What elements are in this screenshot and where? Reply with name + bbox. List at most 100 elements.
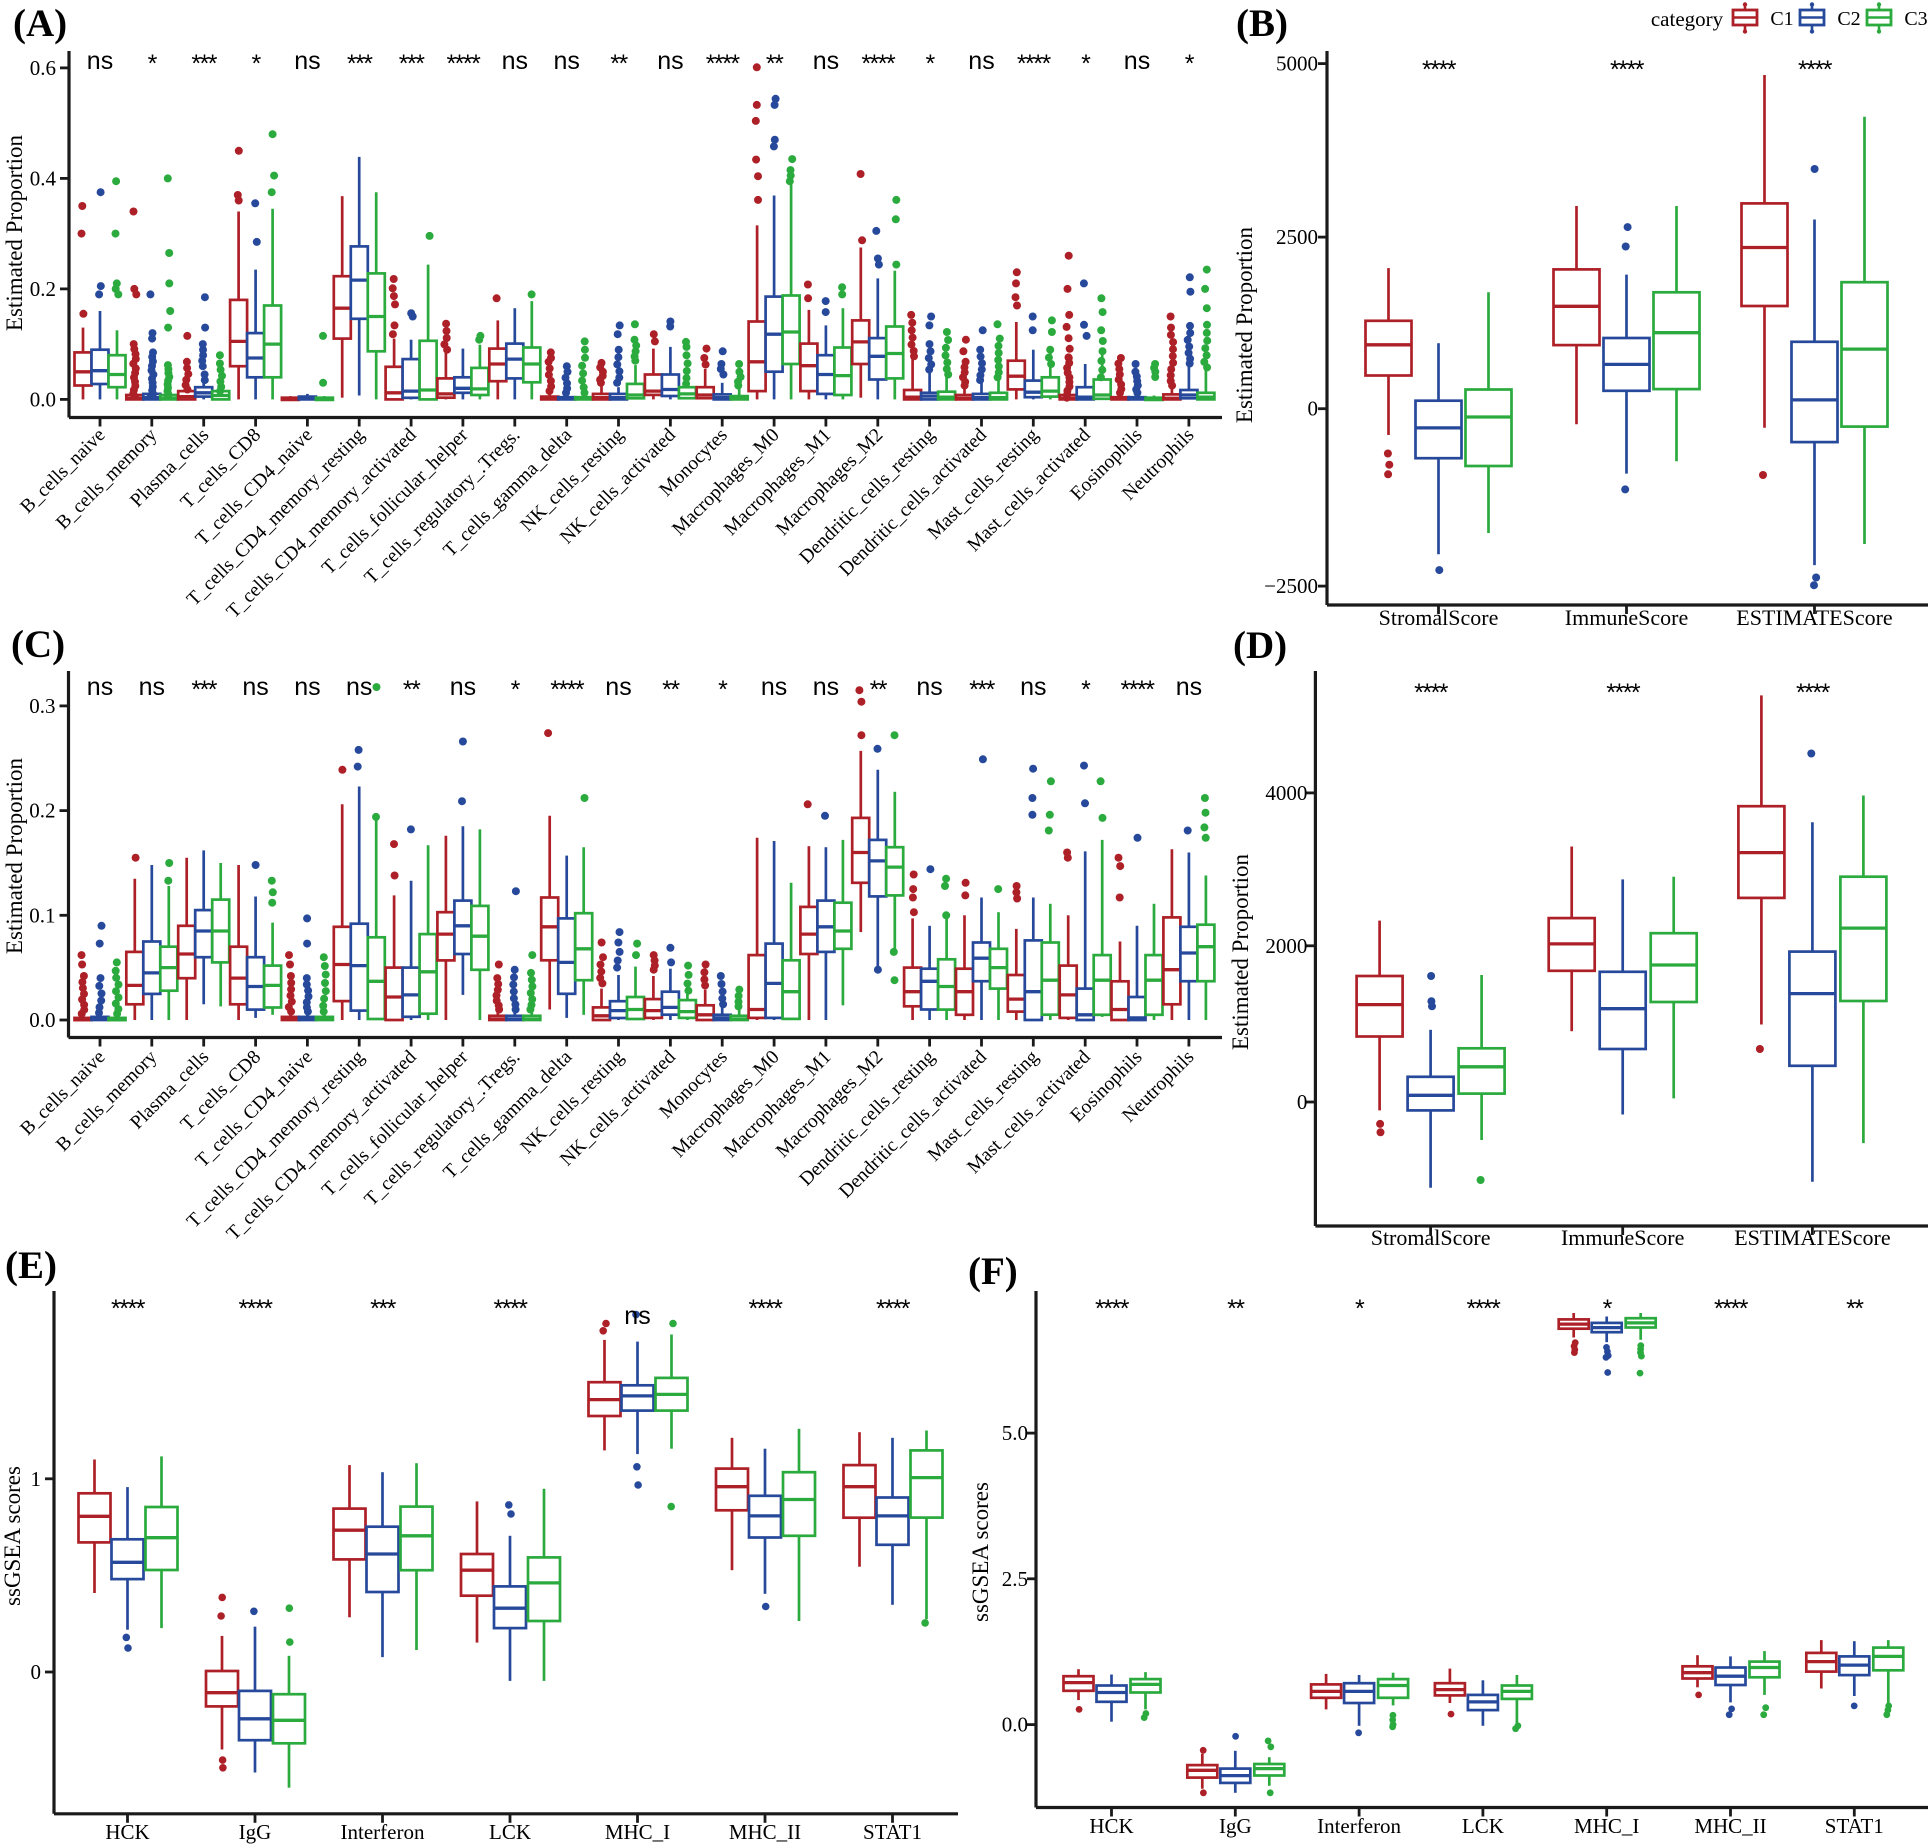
svg-text:0.1: 0.1 <box>29 903 55 927</box>
svg-text:StromalScore: StromalScore <box>1371 1225 1491 1250</box>
svg-text:(A): (A) <box>13 2 67 45</box>
svg-text:****: **** <box>1714 1295 1749 1323</box>
svg-text:LCK: LCK <box>1462 1814 1504 1838</box>
svg-text:(B): (B) <box>1236 2 1288 45</box>
svg-text:category: category <box>1651 7 1724 31</box>
svg-text:****: **** <box>1798 56 1833 84</box>
svg-text:Interferon: Interferon <box>1317 1814 1401 1838</box>
svg-text:****: **** <box>239 1295 274 1323</box>
svg-text:ns: ns <box>502 47 528 75</box>
svg-text:C1: C1 <box>1770 8 1793 30</box>
svg-text:ns: ns <box>553 47 579 75</box>
svg-text:ns: ns <box>916 673 942 701</box>
svg-text:C3: C3 <box>1904 8 1927 30</box>
svg-text:ns: ns <box>761 673 787 701</box>
svg-text:*: * <box>1603 1295 1613 1323</box>
svg-text:0.3: 0.3 <box>29 694 55 718</box>
svg-text:**: ** <box>1227 1295 1245 1323</box>
svg-text:ns: ns <box>87 47 113 75</box>
svg-text:Estimated Proportion: Estimated Proportion <box>1232 226 1257 423</box>
svg-text:****: **** <box>1606 679 1641 707</box>
svg-text:ns: ns <box>813 47 839 75</box>
svg-text:****: **** <box>1466 1295 1501 1323</box>
svg-text:ns: ns <box>1176 673 1202 701</box>
svg-text:0: 0 <box>1297 1090 1308 1114</box>
svg-text:****: **** <box>1121 676 1156 704</box>
svg-text:****: **** <box>1017 50 1052 78</box>
svg-text:*: * <box>251 50 261 78</box>
svg-text:ssGSEA scores: ssGSEA scores <box>0 1466 25 1606</box>
svg-text:*: * <box>511 676 521 704</box>
svg-text:0: 0 <box>1308 397 1319 421</box>
svg-text:ns: ns <box>242 673 268 701</box>
svg-text:5.0: 5.0 <box>1002 1421 1028 1445</box>
svg-text:ssGSEA scores: ssGSEA scores <box>968 1482 993 1622</box>
svg-text:0.2: 0.2 <box>30 277 56 301</box>
svg-text:***: *** <box>969 676 995 704</box>
svg-text:**: ** <box>870 676 888 704</box>
svg-text:MHC_I: MHC_I <box>1574 1814 1639 1838</box>
svg-text:LCK: LCK <box>489 1820 531 1844</box>
svg-text:*: * <box>925 50 935 78</box>
svg-text:ns: ns <box>346 673 372 701</box>
svg-text:*: * <box>1081 676 1091 704</box>
svg-text:Estimated Proportion: Estimated Proportion <box>2 134 27 331</box>
svg-text:StromalScore: StromalScore <box>1379 605 1499 630</box>
svg-text:MHC_I: MHC_I <box>605 1820 670 1844</box>
svg-text:0: 0 <box>31 1660 42 1684</box>
svg-text:****: **** <box>876 1295 911 1323</box>
svg-text:(D): (D) <box>1233 624 1287 667</box>
svg-text:0.0: 0.0 <box>1002 1713 1028 1737</box>
svg-text:****: **** <box>706 50 741 78</box>
svg-text:IgG: IgG <box>1219 1814 1252 1838</box>
svg-text:*: * <box>1081 50 1091 78</box>
svg-text:****: **** <box>1796 679 1831 707</box>
svg-text:ns: ns <box>813 673 839 701</box>
svg-text:**: ** <box>1846 1295 1864 1323</box>
svg-text:***: *** <box>399 50 425 78</box>
svg-text:****: **** <box>749 1295 784 1323</box>
svg-text:IgG: IgG <box>239 1820 272 1844</box>
svg-text:ns: ns <box>87 673 113 701</box>
svg-text:(F): (F) <box>968 1250 1018 1293</box>
svg-text:***: *** <box>191 50 217 78</box>
svg-text:***: *** <box>191 676 217 704</box>
svg-text:****: **** <box>1422 56 1457 84</box>
svg-text:MHC_II: MHC_II <box>1694 1814 1766 1838</box>
svg-text:0.6: 0.6 <box>30 56 56 80</box>
svg-text:Interferon: Interferon <box>341 1820 425 1844</box>
svg-text:Estimated Proportion: Estimated Proportion <box>1228 853 1253 1050</box>
svg-text:**: ** <box>403 676 421 704</box>
svg-text:ns: ns <box>605 673 631 701</box>
svg-text:****: **** <box>1414 679 1449 707</box>
svg-text:4000: 4000 <box>1265 781 1307 805</box>
svg-text:MHC_II: MHC_II <box>729 1820 801 1844</box>
svg-text:****: **** <box>861 50 896 78</box>
svg-text:0.4: 0.4 <box>30 166 57 190</box>
svg-text:ns: ns <box>294 47 320 75</box>
svg-text:*: * <box>1355 1295 1365 1323</box>
svg-text:HCK: HCK <box>1089 1814 1133 1838</box>
svg-text:(E): (E) <box>5 1244 57 1287</box>
svg-text:ESTIMATEScore: ESTIMATEScore <box>1734 1225 1890 1250</box>
svg-text:ImmuneScore: ImmuneScore <box>1561 1225 1684 1250</box>
svg-text:STAT1: STAT1 <box>1825 1814 1884 1838</box>
svg-text:5000: 5000 <box>1276 52 1318 76</box>
svg-text:2500: 2500 <box>1276 225 1318 249</box>
svg-text:STAT1: STAT1 <box>863 1820 922 1844</box>
svg-text:****: **** <box>494 1295 529 1323</box>
svg-text:****: **** <box>550 676 585 704</box>
svg-text:****: **** <box>1095 1295 1130 1323</box>
svg-text:**: ** <box>766 50 784 78</box>
svg-text:**: ** <box>610 50 628 78</box>
svg-text:ns: ns <box>1020 673 1046 701</box>
svg-text:**: ** <box>662 676 680 704</box>
svg-text:ns: ns <box>968 47 994 75</box>
svg-text:ns: ns <box>139 673 165 701</box>
svg-text:1: 1 <box>31 1467 42 1491</box>
svg-text:ns: ns <box>624 1302 650 1330</box>
svg-text:****: **** <box>446 50 481 78</box>
svg-text:−2500: −2500 <box>1264 574 1318 598</box>
svg-text:0.0: 0.0 <box>30 387 56 411</box>
svg-text:*: * <box>1185 50 1195 78</box>
